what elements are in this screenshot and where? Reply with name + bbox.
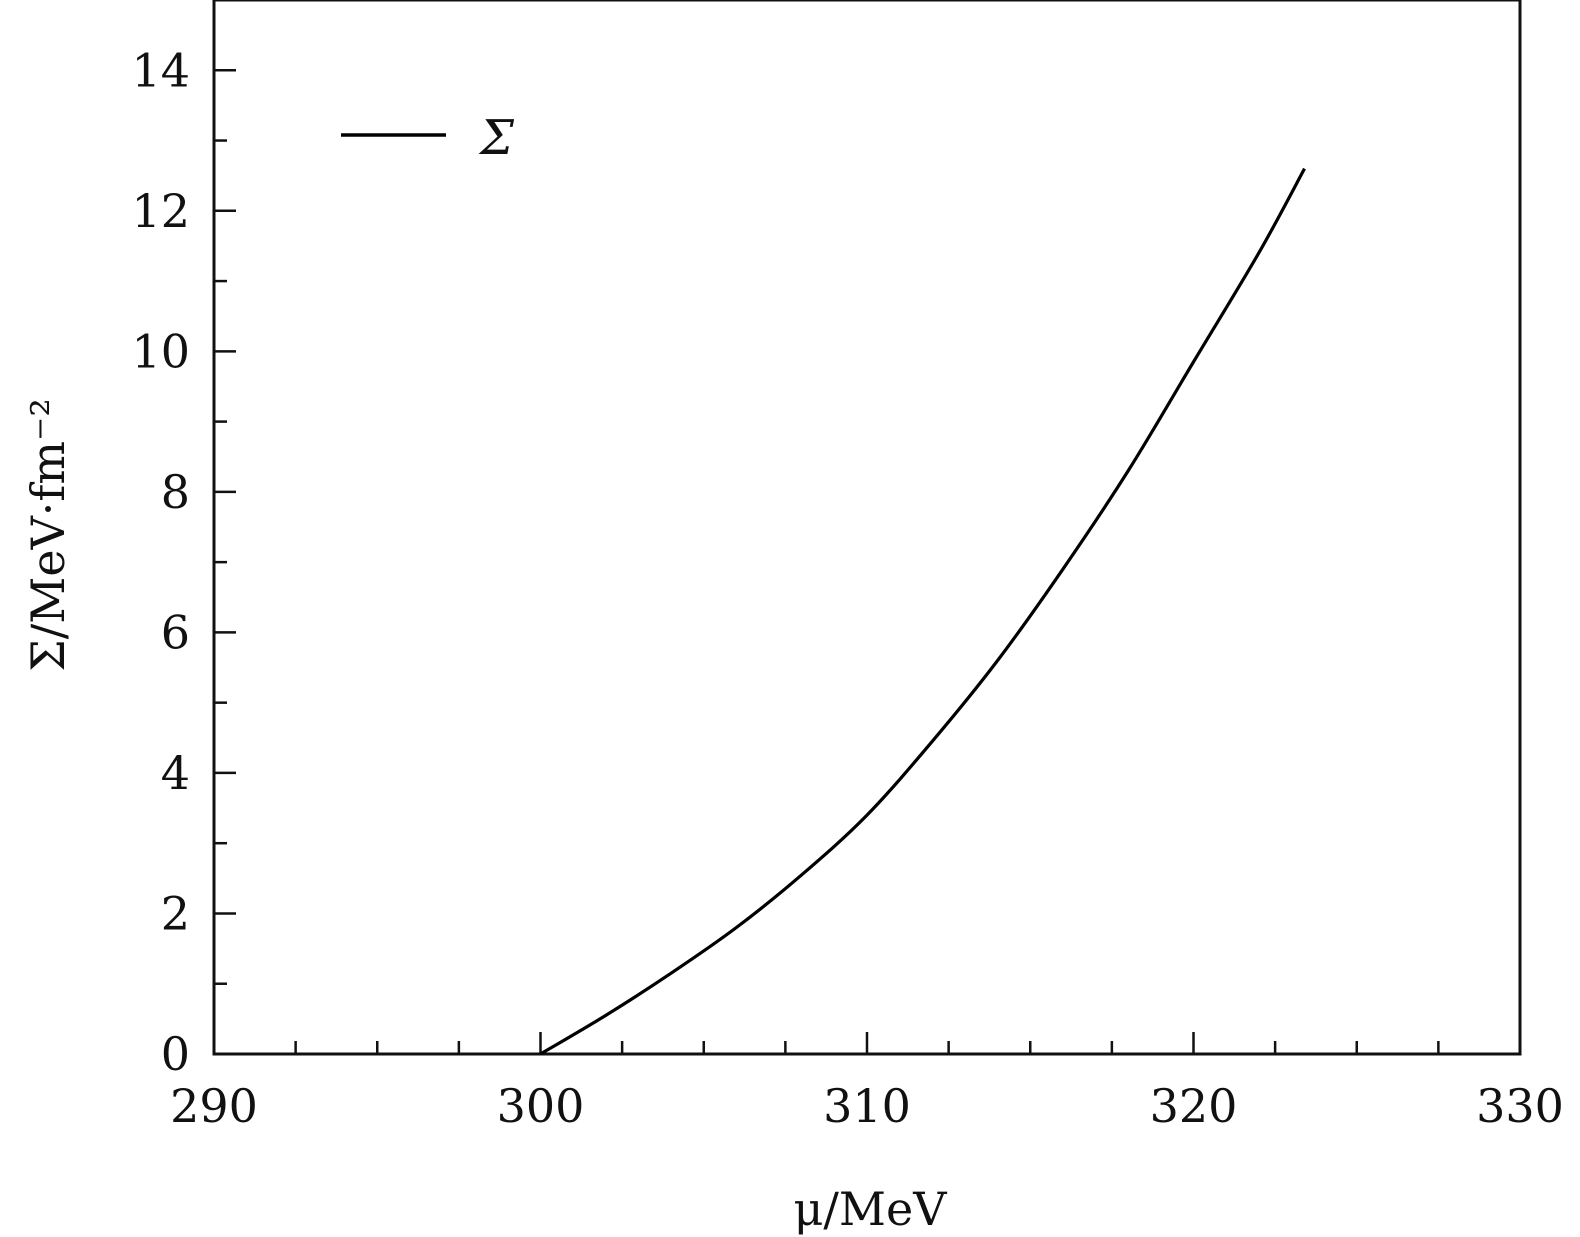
- x-axis-label: μ/MeV: [794, 1182, 948, 1236]
- y-tick-label: 10: [131, 324, 190, 378]
- x-axis-tick-labels: 290 300 310 320 330: [170, 1079, 1564, 1133]
- x-tick-label: 300: [497, 1079, 585, 1133]
- y-axis-tick-labels: 0 2 4 6 8 10 12 14: [131, 43, 190, 1081]
- series-line-sigma: [539, 167, 1306, 1056]
- x-tick-label: 290: [170, 1079, 258, 1133]
- x-axis-ticks: [294, 1032, 1440, 1054]
- y-tick-label: 0: [161, 1027, 190, 1081]
- y-tick-label: 4: [161, 746, 190, 800]
- y-tick-label: 2: [161, 886, 190, 940]
- legend: Σ: [341, 110, 515, 166]
- plot-frame: [212, 0, 1522, 1056]
- x-tick-label: 310: [823, 1079, 911, 1133]
- y-tick-label: 6: [161, 605, 190, 659]
- legend-label-sigma: Σ: [478, 110, 515, 166]
- y-tick-label: 12: [131, 184, 190, 238]
- x-tick-label: 320: [1150, 1079, 1238, 1133]
- x-tick-label: 330: [1476, 1079, 1564, 1133]
- y-tick-label: 14: [131, 43, 190, 97]
- y-tick-label: 8: [161, 465, 190, 519]
- y-axis-label: Σ/MeV·fm⁻²: [21, 398, 75, 672]
- y-axis-ticks: [214, 69, 236, 985]
